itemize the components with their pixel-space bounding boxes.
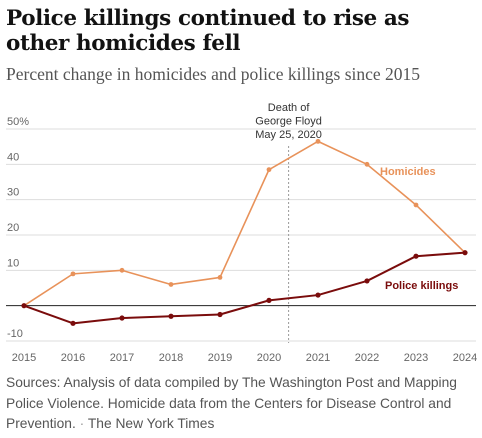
source-credit: The New York Times	[87, 416, 215, 431]
annotation-text: Death of George Floyd May 25, 2020	[255, 102, 322, 141]
series-line	[23, 251, 466, 325]
annotation-text-line: George Floyd	[255, 116, 322, 128]
y-tick-label: 30	[7, 187, 19, 199]
data-point	[70, 320, 76, 326]
data-point	[217, 311, 223, 318]
annotation-layer: Death of George Floyd May 25, 2020	[255, 102, 322, 343]
x-tick-label: 2023	[404, 352, 428, 364]
series-layer	[21, 138, 468, 326]
chart-svg: Death of George Floyd May 25, 2020 50% 40 30…	[6, 102, 477, 364]
y-tick-label: -10	[7, 328, 23, 340]
x-tick-label: 2024	[453, 352, 477, 364]
source-note: Sources: Analysis of data compiled by Th…	[6, 373, 476, 435]
x-tick-label: 2019	[208, 352, 232, 364]
data-point	[364, 278, 370, 284]
chart-subtitle: Percent change in homicides and police k…	[6, 64, 421, 84]
data-point	[266, 167, 272, 173]
y-tick-label: 50%	[7, 116, 29, 128]
series-label-police-killings: Police killings	[385, 280, 458, 292]
x-tick-label: 2016	[61, 352, 85, 364]
chart-title: Police killings continued to rise as oth…	[6, 6, 410, 56]
data-point	[168, 313, 174, 319]
label-layer: 50% 40 30 20 10 -10 2015 2016 2017 2018 2019 2020 20…	[7, 116, 477, 364]
source-text: Sources: Analysis of data compiled by Th…	[6, 375, 457, 431]
data-point	[119, 315, 125, 321]
y-tick-label: 10	[7, 257, 19, 269]
data-point	[462, 250, 468, 256]
x-tick-label: 2020	[257, 352, 281, 364]
grid-layer	[6, 128, 476, 342]
annotation-text-line: May 25, 2020	[255, 129, 322, 141]
line-chart: Death of George Floyd May 25, 2020 50% 40 30…	[0, 95, 482, 370]
data-point	[315, 138, 321, 144]
x-tick-label: 2015	[12, 352, 36, 364]
data-point	[21, 303, 27, 309]
x-tick-label: 2021	[306, 352, 330, 364]
x-tick-label: 2022	[355, 352, 379, 364]
data-point	[70, 271, 76, 277]
data-point	[315, 292, 321, 298]
data-point	[119, 267, 125, 273]
data-point	[364, 161, 370, 167]
source-separator: ·	[79, 416, 85, 431]
y-tick-label: 40	[7, 151, 19, 163]
annotation-text-line: Death of	[268, 102, 311, 114]
series-label-homicides: Homicides	[380, 166, 436, 178]
x-tick-label: 2017	[110, 352, 134, 364]
data-point	[168, 282, 174, 287]
data-point	[217, 275, 223, 280]
series-line	[23, 140, 466, 307]
data-point	[266, 297, 272, 303]
data-point	[413, 253, 419, 259]
y-tick-label: 20	[7, 222, 19, 234]
x-tick-label: 2018	[159, 352, 183, 364]
data-point	[413, 202, 419, 208]
